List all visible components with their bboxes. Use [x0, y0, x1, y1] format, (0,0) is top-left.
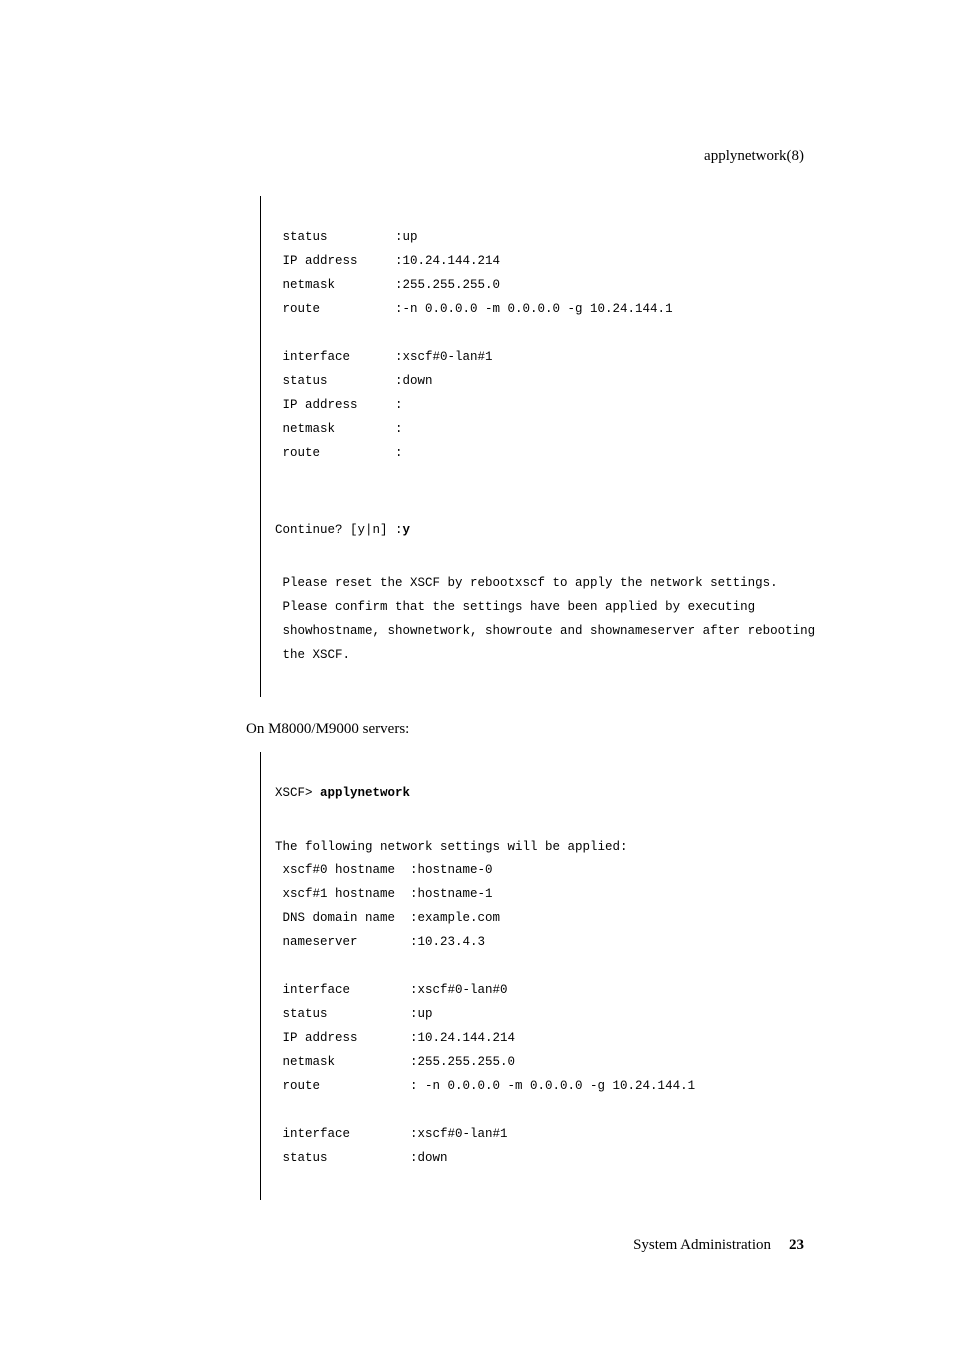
prompt-command: applynetwork: [320, 786, 410, 800]
terminal-line: the XSCF.: [275, 644, 820, 668]
mid-paragraph: On M8000/M9000 servers:: [246, 721, 820, 738]
terminal-line: interface :xscf#0-lan#0: [275, 979, 820, 1003]
terminal-line: DNS domain name :example.com: [275, 907, 820, 931]
terminal-line: [275, 465, 820, 489]
terminal-line: status :up: [275, 226, 820, 250]
prompt-prefix: XSCF>: [275, 786, 320, 800]
terminal-line: status :down: [275, 369, 820, 393]
page: applynetwork(8) status :up IP address :1…: [0, 0, 954, 1350]
footer: System Administration 23: [633, 1237, 804, 1254]
terminal-line: route :-n 0.0.0.0 -m 0.0.0.0 -g 10.24.14…: [275, 297, 820, 321]
terminal-line: status :up: [275, 1003, 820, 1027]
terminal-line: nameserver :10.23.4.3: [275, 931, 820, 955]
terminal-line: status :down: [275, 1146, 820, 1170]
terminal-line: route : -n 0.0.0.0 -m 0.0.0.0 -g 10.24.1…: [275, 1074, 820, 1098]
continue-prompt-line: Continue? [y|n] :y: [275, 518, 820, 542]
terminal-line: netmask :255.255.255.0: [275, 1050, 820, 1074]
terminal-line: interface :xscf#0-lan#1: [275, 345, 820, 369]
terminal-line: route :: [275, 441, 820, 465]
prompt-line: XSCF> applynetwork: [275, 782, 820, 806]
continue-prompt: Continue? [y|n] :: [275, 523, 403, 537]
terminal-line: showhostname, shownetwork, showroute and…: [275, 620, 820, 644]
terminal-block-1: status :up IP address :10.24.144.214 net…: [260, 196, 820, 697]
terminal-line: Please confirm that the settings have be…: [275, 596, 820, 620]
terminal-line: [275, 321, 820, 345]
terminal-line: netmask :: [275, 417, 820, 441]
terminal-line: xscf#0 hostname :hostname-0: [275, 859, 820, 883]
terminal-line: [275, 955, 820, 979]
header-title: applynetwork(8): [704, 148, 804, 165]
continue-answer: y: [403, 523, 411, 537]
terminal-line: IP address :10.24.144.214: [275, 249, 820, 273]
terminal-line: interface :xscf#0-lan#1: [275, 1122, 820, 1146]
page-number: 23: [789, 1237, 804, 1253]
terminal-block-2: XSCF> applynetwork The following network…: [260, 752, 820, 1200]
content-area: status :up IP address :10.24.144.214 net…: [260, 196, 820, 1200]
terminal-line: IP address :10.24.144.214: [275, 1026, 820, 1050]
terminal-line: xscf#1 hostname :hostname-1: [275, 883, 820, 907]
terminal-line: Please reset the XSCF by rebootxscf to a…: [275, 572, 820, 596]
terminal-line: The following network settings will be a…: [275, 835, 820, 859]
terminal-line: netmask :255.255.255.0: [275, 273, 820, 297]
terminal-line: IP address :: [275, 393, 820, 417]
terminal-line: [275, 1098, 820, 1122]
footer-text: System Administration: [633, 1237, 771, 1253]
